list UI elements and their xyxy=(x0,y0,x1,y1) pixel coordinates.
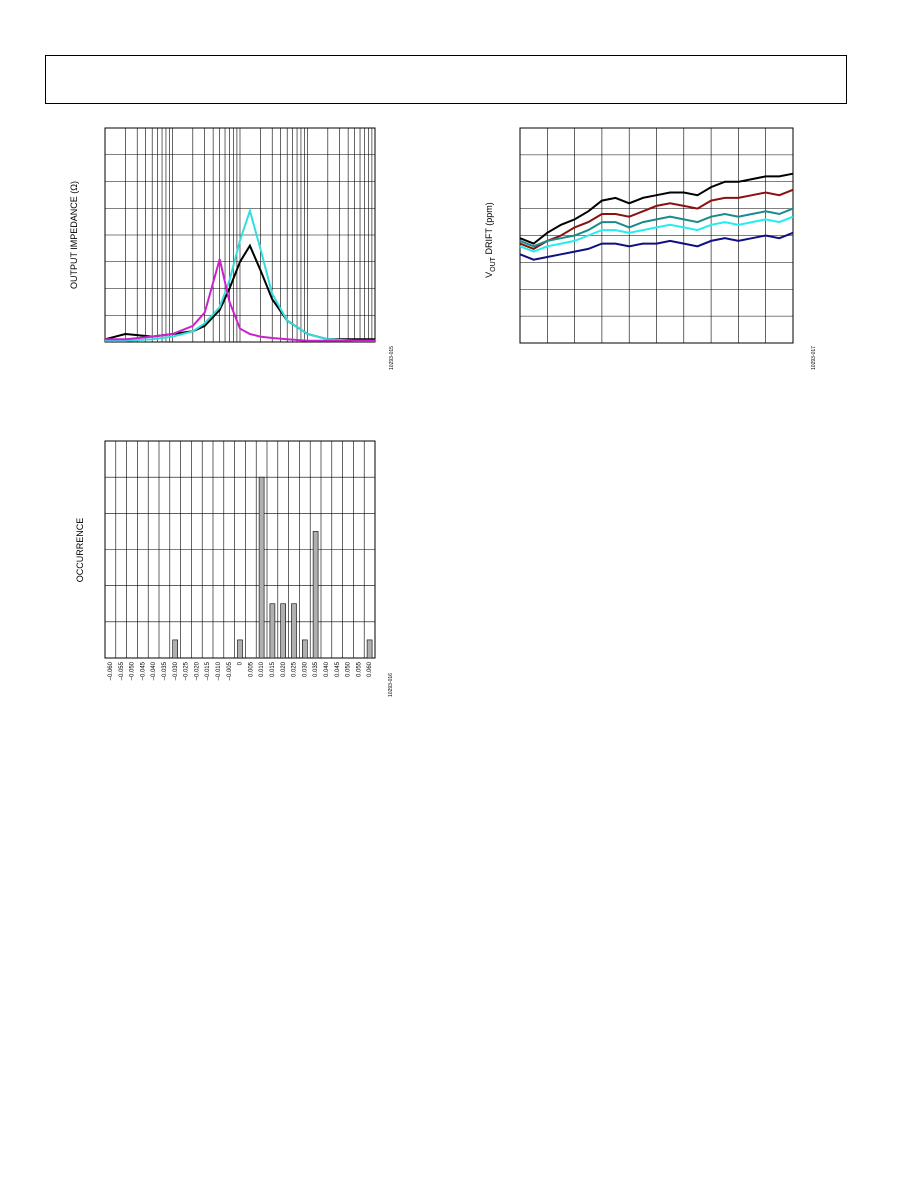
y-axis-label: VOUT DRIFT (ppm) xyxy=(484,202,497,278)
x-tick-label: –0.050 xyxy=(130,661,136,680)
x-tick-label: 0.035 xyxy=(313,661,319,677)
x-tick-label: 0 xyxy=(238,661,244,665)
x-tick-label: –0.040 xyxy=(151,661,157,680)
bar xyxy=(172,639,178,659)
data-line xyxy=(519,188,794,251)
x-tick-label: 0.005 xyxy=(248,661,254,677)
x-tick-label: –0.045 xyxy=(140,661,146,680)
x-tick-label: 0.020 xyxy=(281,661,287,677)
bar xyxy=(291,603,297,659)
data-line xyxy=(519,231,794,261)
bar xyxy=(269,603,276,659)
plot-frame xyxy=(104,127,376,343)
x-tick-label: 0.015 xyxy=(270,661,276,677)
x-tick-label: 0.050 xyxy=(346,661,352,677)
x-tick-label: –0.060 xyxy=(108,661,114,680)
y-axis-label: OCCURRENCE xyxy=(75,518,85,583)
x-tick-label: 0.010 xyxy=(259,661,265,677)
y-axis-label: OUTPUT IMPEDANCE (Ω) xyxy=(69,181,79,289)
x-tick-label: 0.025 xyxy=(292,661,298,677)
y-axis-label-part: V xyxy=(484,272,494,278)
x-tick-label: 0.040 xyxy=(324,661,330,677)
x-tick-label: 0.030 xyxy=(302,661,308,677)
x-tick-label: 0.060 xyxy=(367,661,373,677)
figure-code: 10293-015 xyxy=(389,346,395,370)
x-tick-label: 0.055 xyxy=(356,661,362,677)
data-line xyxy=(105,258,375,342)
x-tick-label: –0.005 xyxy=(227,661,233,680)
x-tick-label: –0.020 xyxy=(194,661,200,680)
figure-code: 10293-016 xyxy=(388,673,394,697)
data-line xyxy=(519,172,794,245)
x-tick-label: –0.015 xyxy=(205,661,211,680)
data-line xyxy=(519,215,794,253)
bar xyxy=(280,603,287,659)
x-tick-label: 0.045 xyxy=(335,661,341,677)
bar xyxy=(237,639,243,659)
y-axis-label-part: DRIFT (ppm) xyxy=(484,202,494,257)
x-tick-label: –0.055 xyxy=(119,661,125,680)
figure-code: 10293-017 xyxy=(811,346,817,370)
header-box xyxy=(45,55,847,104)
bar xyxy=(312,531,319,659)
x-tick-label: –0.035 xyxy=(162,661,168,680)
data-line xyxy=(519,207,794,248)
x-tick-label: –0.025 xyxy=(184,661,190,680)
data-line xyxy=(105,207,375,342)
bar xyxy=(258,476,265,659)
bar xyxy=(301,639,308,659)
x-tick-label: –0.010 xyxy=(216,661,222,680)
plot-frame xyxy=(519,127,794,344)
bar xyxy=(366,639,373,659)
y-axis-label-part: OUT xyxy=(490,256,497,272)
x-tick-label: –0.030 xyxy=(173,661,179,680)
